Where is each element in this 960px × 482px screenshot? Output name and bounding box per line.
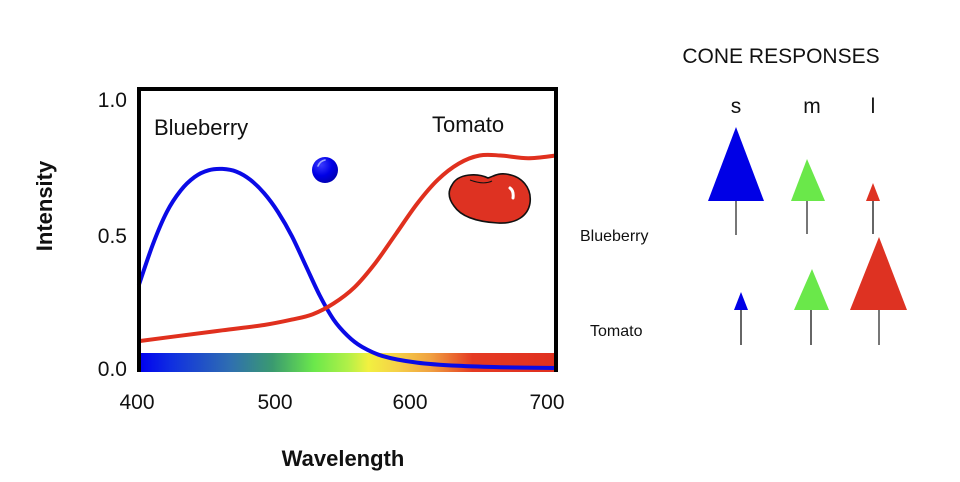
cone-l-triangle bbox=[850, 237, 907, 310]
y-tick-0-5: 0.5 bbox=[98, 225, 127, 248]
cone-row-tomato bbox=[734, 237, 907, 345]
cone-responses-title: CONE RESPONSES bbox=[682, 45, 879, 68]
x-tick-700: 700 bbox=[529, 391, 564, 414]
x-tick-500: 500 bbox=[257, 391, 292, 414]
row-label-blueberry: Blueberry bbox=[580, 228, 648, 245]
spectrum-bar bbox=[139, 353, 556, 372]
x-tick-600: 600 bbox=[392, 391, 427, 414]
blueberry-icon bbox=[312, 157, 338, 183]
column-label-l: l bbox=[871, 95, 876, 118]
tomato-curve bbox=[137, 152, 558, 344]
x-axis-label: Wavelength bbox=[282, 446, 405, 471]
cone-responses-panel: CONE RESPONSES s m l Blueberry Tomato bbox=[580, 45, 907, 345]
spectrum-chart: Blueberry Tomato 1.0 0.5 0.0 400 500 600… bbox=[32, 87, 565, 471]
y-tick-0-0: 0.0 bbox=[98, 358, 127, 381]
cone-row-blueberry bbox=[708, 127, 880, 235]
y-tick-1-0: 1.0 bbox=[98, 89, 127, 112]
blueberry-label: Blueberry bbox=[154, 115, 248, 140]
column-label-m: m bbox=[803, 95, 821, 118]
cone-s-triangle bbox=[708, 127, 764, 201]
cone-s-triangle bbox=[734, 292, 748, 310]
row-label-tomato: Tomato bbox=[590, 323, 643, 340]
tomato-icon bbox=[448, 173, 531, 224]
x-tick-400: 400 bbox=[119, 391, 154, 414]
blueberry-curve bbox=[137, 166, 558, 370]
tomato-label: Tomato bbox=[432, 112, 504, 137]
y-axis-label: Intensity bbox=[32, 160, 57, 251]
cone-l-triangle bbox=[866, 183, 880, 201]
column-label-s: s bbox=[731, 95, 742, 118]
cone-m-triangle bbox=[794, 269, 829, 310]
plot-frame bbox=[137, 87, 558, 372]
cone-m-triangle bbox=[791, 159, 825, 201]
